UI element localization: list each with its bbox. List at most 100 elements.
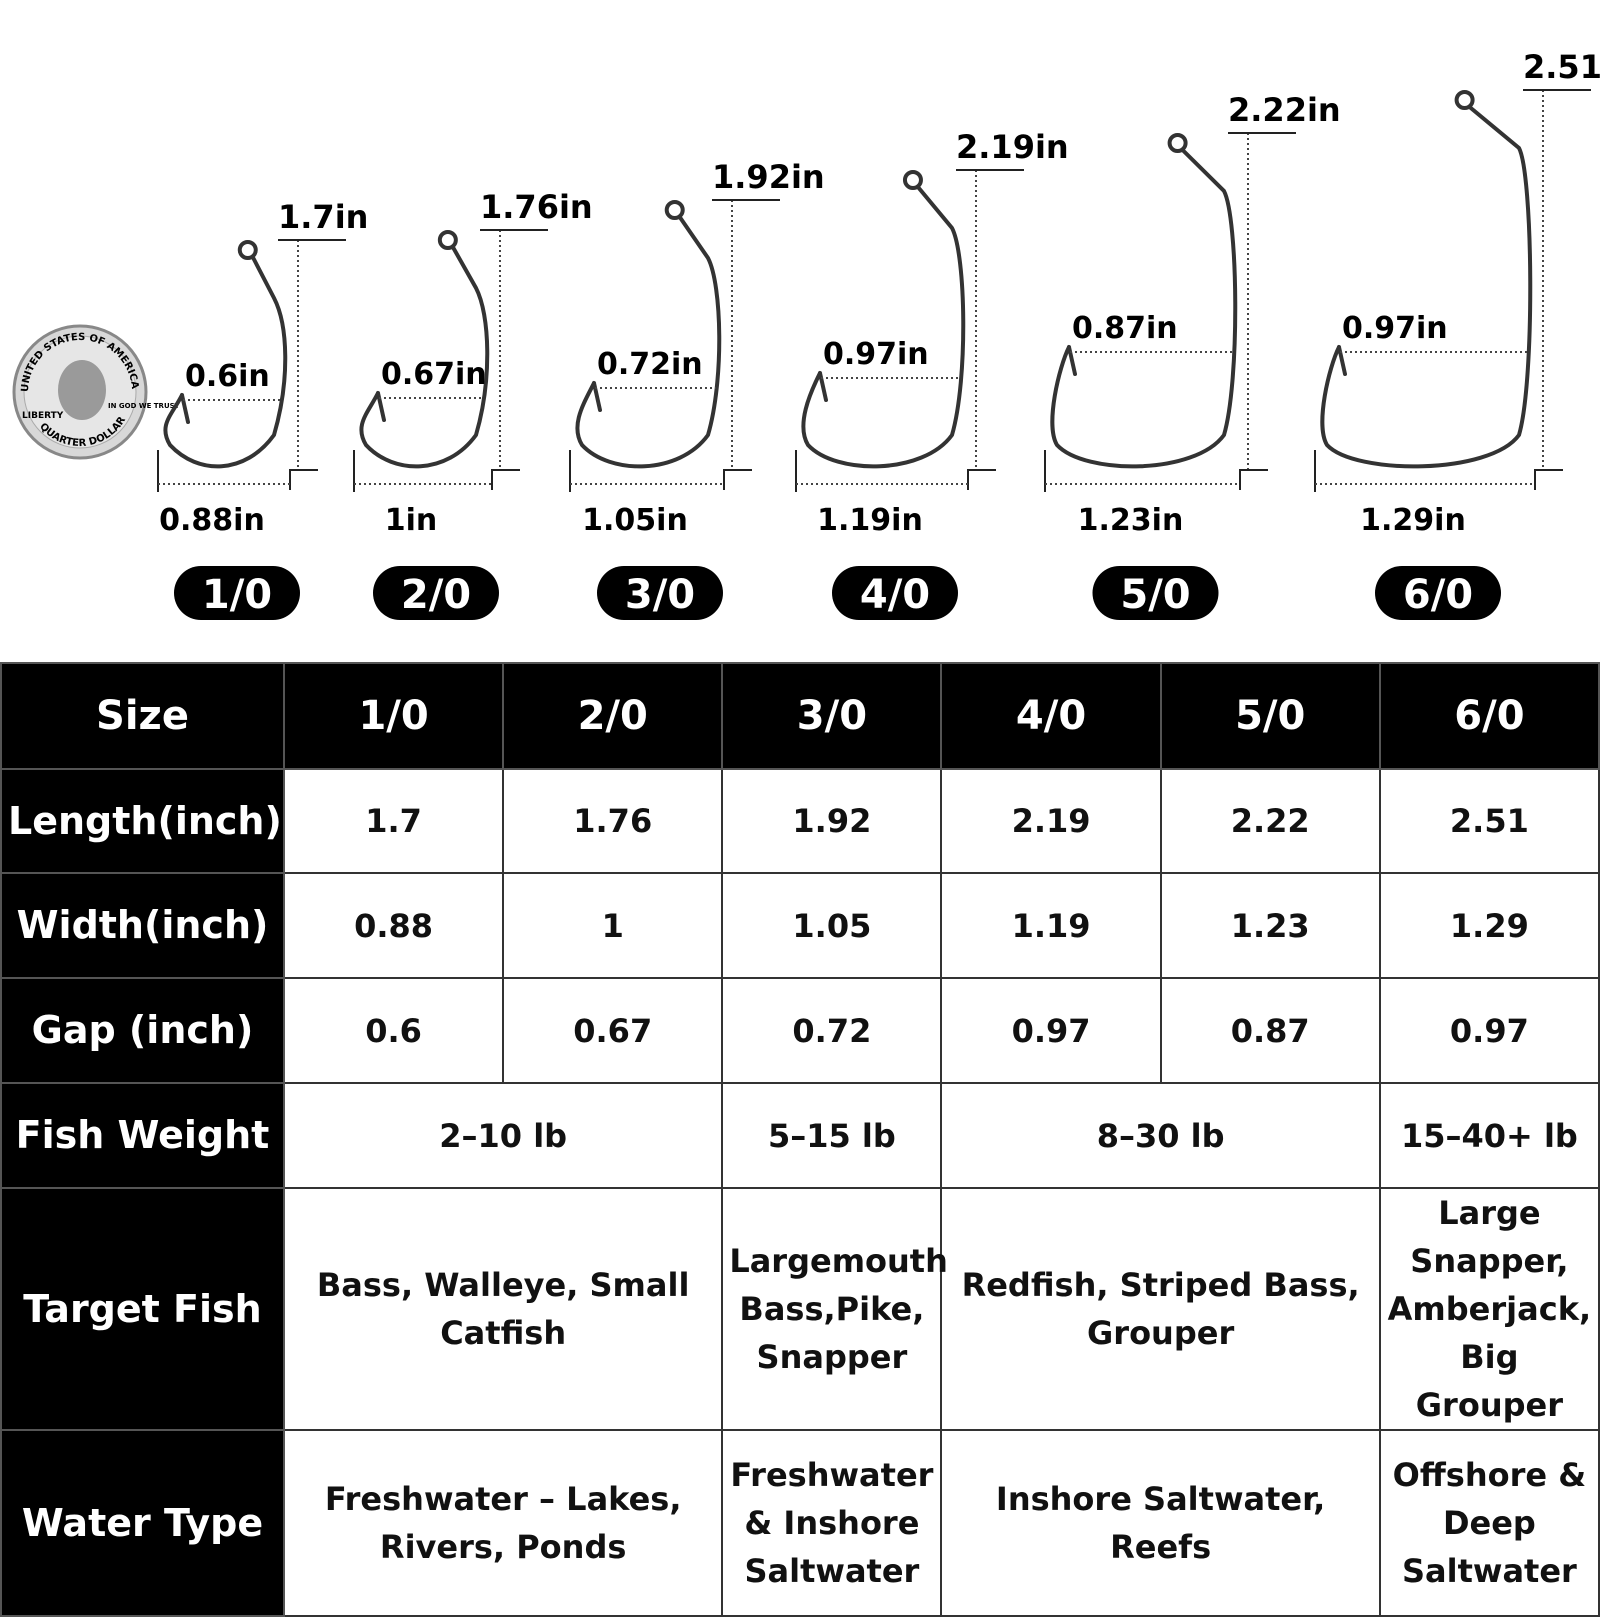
table-row: Gap (inch) 0.6 0.67 0.72 0.97 0.87 0.97 <box>0 977 1600 1084</box>
length-label: 2.22in <box>1228 91 1341 129</box>
table-cell: 1.76 <box>502 768 724 874</box>
gap-label: 0.87in <box>1072 311 1178 346</box>
length-label: 1.92in <box>712 158 825 196</box>
size-pill <box>1092 566 1219 620</box>
hook-body <box>575 215 722 469</box>
length-label: 1.7in <box>278 198 368 236</box>
length-label: 1.76in <box>480 188 593 226</box>
table-cell: 1.19 <box>940 872 1162 979</box>
hook-body <box>801 185 966 469</box>
table-row: Length(inch) 1.7 1.76 1.92 2.19 2.22 2.51 <box>0 768 1600 874</box>
length-bottom-tick <box>1239 469 1268 490</box>
hook-body <box>1050 148 1238 469</box>
hook-eye <box>664 200 685 220</box>
length-label: 2.19in <box>956 128 1069 166</box>
hook-eye <box>1454 90 1475 110</box>
size-pill <box>174 566 300 620</box>
table-cell: 1.23 <box>1159 872 1381 979</box>
table-cell: 5–15 lb <box>721 1082 943 1189</box>
row-label: Length(inch) <box>0 768 285 874</box>
coin-motto: IN GOD WE TRUST <box>108 402 180 410</box>
table-cell: Large Snapper, Amberjack, Big Grouper <box>1378 1187 1600 1431</box>
hook-body <box>1320 105 1533 469</box>
coin-portrait <box>58 360 106 420</box>
table-cell: Freshwater – Lakes, Rivers, Ponds <box>282 1429 724 1617</box>
hook-eye <box>902 170 923 190</box>
size-label: 1/0 <box>202 572 272 618</box>
table-row: Fish Weight 2–10 lb 5–15 lb 8–30 lb 15–40+ l… <box>0 1082 1600 1189</box>
header-cell: Size <box>0 662 285 770</box>
size-label: 3/0 <box>625 572 695 618</box>
table-cell: 0.88 <box>282 872 505 979</box>
size-pill <box>1375 566 1501 620</box>
coin-left-text: LIBERTY <box>22 411 64 421</box>
width-label: 1.05in <box>582 503 688 538</box>
table-cell: Freshwater & Inshore Saltwater <box>721 1429 943 1617</box>
length-bottom-tick <box>967 469 996 490</box>
width-label: 1.23in <box>1078 503 1184 538</box>
hook-eye <box>237 240 258 260</box>
table-cell: Redfish, Striped Bass, Grouper <box>940 1187 1381 1431</box>
length-bottom-tick <box>491 469 520 490</box>
size-label: 5/0 <box>1120 572 1190 618</box>
row-label: Gap (inch) <box>0 977 285 1084</box>
hook-eye <box>1167 133 1188 153</box>
gap-label: 0.97in <box>823 337 929 372</box>
table-row: Target Fish Bass, Walleye, Small Catfish L… <box>0 1187 1600 1431</box>
gap-label: 0.97in <box>1342 311 1448 346</box>
width-label: 0.88in <box>159 503 265 538</box>
gap-label: 0.72in <box>597 347 703 382</box>
table-cell: 2.22 <box>1159 768 1381 874</box>
table-cell: 1 <box>502 872 724 979</box>
size-pill <box>597 566 723 620</box>
table-cell: 0.97 <box>1378 977 1600 1084</box>
spec-table: Size 1/0 2/0 3/0 4/0 5/0 6/0 Length(inch) 1.7 1.7… <box>0 662 1600 1617</box>
row-label: Width(inch) <box>0 872 285 979</box>
table-row: Width(inch) 0.88 1 1.05 1.19 1.23 1.29 <box>0 872 1600 979</box>
hook-eye <box>437 230 458 250</box>
table-cell: 8–30 lb <box>940 1082 1381 1189</box>
header-cell: 3/0 <box>721 662 943 770</box>
table-cell: 0.6 <box>282 977 505 1084</box>
table-cell: Bass, Walleye, Small Catfish <box>282 1187 724 1431</box>
row-label: Water Type <box>0 1429 285 1617</box>
header-cell: 6/0 <box>1378 662 1600 770</box>
length-bottom-tick <box>1534 469 1563 490</box>
table-cell: Inshore Saltwater, Reefs <box>940 1429 1381 1617</box>
size-pill <box>832 566 958 620</box>
table-cell: 1.92 <box>721 768 943 874</box>
size-label: 2/0 <box>401 572 471 618</box>
table-cell: 1.29 <box>1378 872 1600 979</box>
row-label: Fish Weight <box>0 1082 285 1189</box>
table-cell: 0.72 <box>721 977 943 1084</box>
table-cell: Largemouth Bass,Pike, Snapper <box>721 1187 948 1431</box>
size-label: 4/0 <box>860 572 930 618</box>
table-cell: 2.19 <box>940 768 1162 874</box>
gap-label: 0.6in <box>185 359 270 394</box>
table-cell: 1.05 <box>721 872 943 979</box>
table-cell: 2.51 <box>1378 768 1600 874</box>
table-cell: 15–40+ lb <box>1378 1082 1600 1189</box>
table-cell: 0.97 <box>940 977 1162 1084</box>
table-cell: 2–10 lb <box>282 1082 724 1189</box>
table-cell: 0.87 <box>1159 977 1381 1084</box>
table-cell: 0.67 <box>502 977 724 1084</box>
header-cell: 5/0 <box>1159 662 1381 770</box>
length-bottom-tick <box>723 469 752 490</box>
table-cell: Offshore & Deep Saltwater <box>1378 1429 1600 1617</box>
size-pill <box>373 566 499 620</box>
length-bottom-tick <box>289 469 318 490</box>
length-label: 2.51in <box>1523 48 1600 86</box>
header-cell: 2/0 <box>502 662 724 770</box>
row-label: Target Fish <box>0 1187 285 1431</box>
hook-diagram: UNITED STATES OF AMERICA QUARTER DOLLAR … <box>12 48 1600 620</box>
width-label: 1.19in <box>817 503 923 538</box>
gap-label: 0.67in <box>381 357 487 392</box>
header-cell: 1/0 <box>282 662 505 770</box>
size-label: 6/0 <box>1403 572 1473 618</box>
width-label: 1.29in <box>1360 503 1466 538</box>
header-cell: 4/0 <box>940 662 1162 770</box>
width-label: 1in <box>385 503 438 538</box>
table-row: Water Type Freshwater – Lakes, Rivers, Po… <box>0 1429 1600 1617</box>
